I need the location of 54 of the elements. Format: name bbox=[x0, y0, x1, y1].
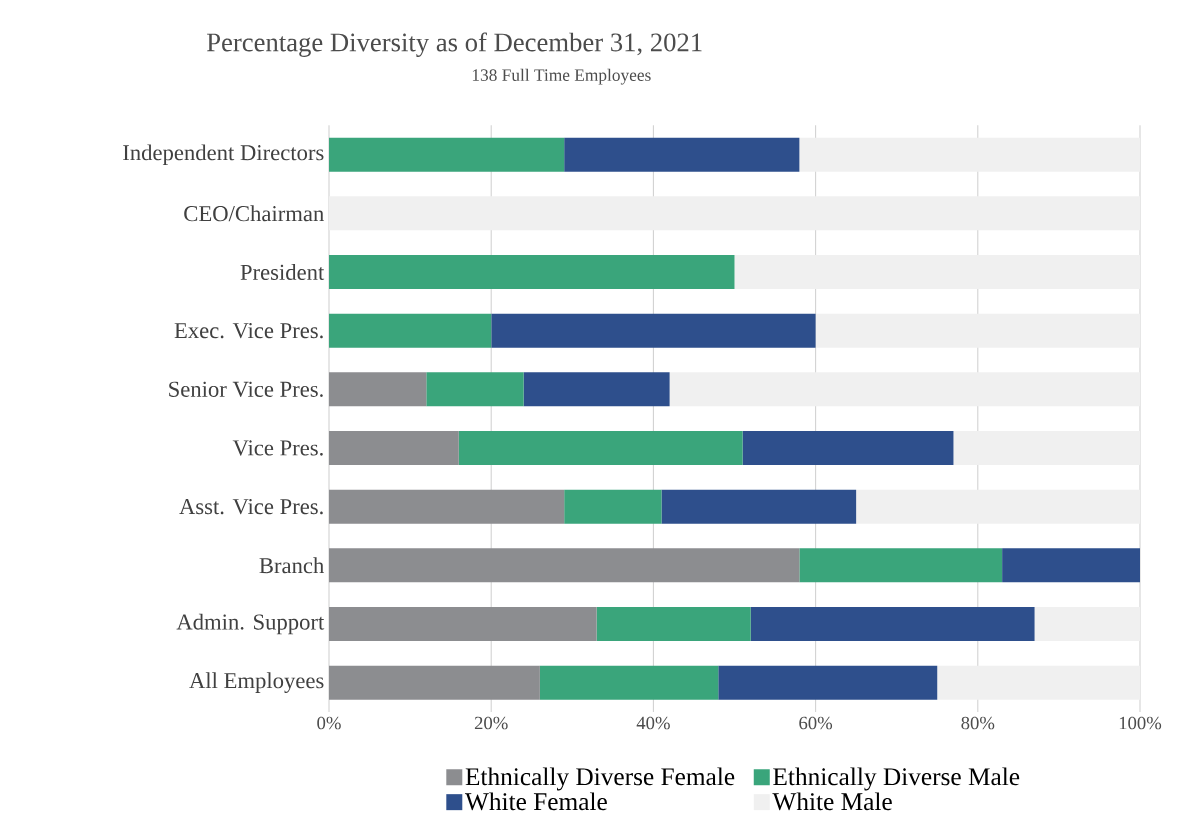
x-tick-label: 60% bbox=[799, 716, 833, 730]
chart-title: Percentage Diversity as of December 31, 2021 bbox=[207, 32, 702, 57]
bar bbox=[596, 606, 751, 641]
bar bbox=[815, 313, 1140, 348]
bar bbox=[564, 137, 800, 172]
bar bbox=[491, 313, 816, 348]
bar bbox=[539, 665, 719, 700]
bar bbox=[742, 430, 954, 465]
bar bbox=[329, 548, 800, 583]
bar bbox=[799, 137, 1140, 172]
y-tick-label: Branch bbox=[259, 557, 325, 574]
bar bbox=[1034, 606, 1140, 641]
bar bbox=[953, 430, 1140, 465]
x-tick-label: 40% bbox=[636, 716, 670, 730]
bar bbox=[661, 489, 857, 524]
legend-label: Ethnically Diverse Male bbox=[773, 767, 1020, 791]
y-tick-label: Asst. Vice Pres. bbox=[179, 498, 323, 515]
bar bbox=[458, 430, 743, 465]
legend-label: White Female bbox=[464, 792, 607, 811]
chart-subtitle: 138 Full Time Employees bbox=[472, 68, 651, 85]
bar bbox=[426, 372, 524, 407]
bar bbox=[329, 430, 459, 465]
bar bbox=[329, 254, 735, 289]
bar bbox=[564, 489, 662, 524]
bar bbox=[329, 665, 540, 700]
bar bbox=[1002, 548, 1140, 583]
bar bbox=[523, 372, 670, 407]
y-tick-label: President bbox=[240, 264, 325, 280]
bar bbox=[734, 254, 1140, 289]
y-tick-label: Admin. Support bbox=[176, 613, 325, 635]
bar bbox=[750, 606, 1035, 641]
bar bbox=[329, 196, 1140, 231]
x-tick-label: 20% bbox=[474, 716, 508, 730]
y-tick-label: CEO/Chairman bbox=[184, 205, 324, 222]
bar bbox=[669, 372, 1140, 407]
legend-label: Ethnically Diverse Female bbox=[465, 767, 735, 791]
y-tick-label: All Employees bbox=[189, 672, 324, 693]
bar bbox=[329, 606, 597, 641]
bar bbox=[329, 372, 427, 407]
bar bbox=[329, 313, 492, 348]
bar bbox=[329, 489, 565, 524]
bar bbox=[937, 665, 1140, 700]
y-tick-label: Exec. Vice Pres. bbox=[174, 322, 323, 339]
x-tick-label: 80% bbox=[961, 716, 995, 730]
y-tick-label: Independent Directors bbox=[123, 144, 324, 165]
bar bbox=[799, 548, 1003, 583]
bar bbox=[329, 137, 565, 172]
bar bbox=[718, 665, 938, 700]
y-tick-label: Vice Pres. bbox=[232, 440, 323, 456]
bar bbox=[856, 489, 1140, 524]
x-tick-label: 0% bbox=[317, 716, 341, 730]
y-tick-label: Senior Vice Pres. bbox=[169, 381, 323, 397]
legend-label: White Male bbox=[772, 792, 892, 811]
x-tick-label: 100% bbox=[1119, 716, 1162, 730]
